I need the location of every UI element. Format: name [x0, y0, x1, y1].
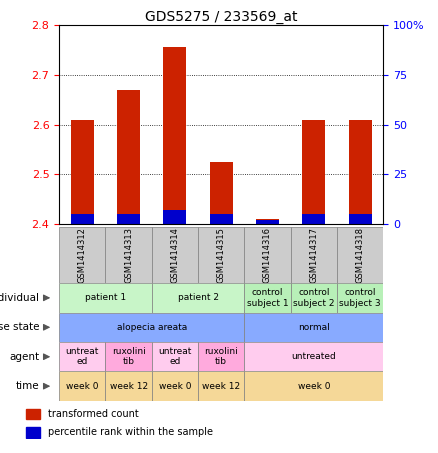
- Bar: [302, 120, 325, 224]
- Bar: [59, 342, 106, 371]
- Text: transformed count: transformed count: [48, 409, 138, 419]
- Text: week 12: week 12: [202, 382, 240, 390]
- Text: ruxolini
tib: ruxolini tib: [204, 347, 238, 366]
- Bar: [163, 210, 187, 224]
- Text: ruxolini
tib: ruxolini tib: [112, 347, 145, 366]
- Bar: [59, 313, 244, 342]
- Text: GSM1414313: GSM1414313: [124, 227, 133, 283]
- Text: untreat
ed: untreat ed: [66, 347, 99, 366]
- Bar: [59, 283, 152, 313]
- Text: GSM1414317: GSM1414317: [309, 227, 318, 283]
- Bar: [152, 371, 198, 401]
- Bar: [256, 219, 279, 224]
- Text: week 0: week 0: [297, 382, 330, 390]
- Bar: [198, 226, 244, 283]
- Text: percentile rank within the sample: percentile rank within the sample: [48, 427, 212, 437]
- Bar: [26, 427, 39, 438]
- Text: individual: individual: [0, 293, 39, 303]
- Text: GSM1414312: GSM1414312: [78, 227, 87, 283]
- Bar: [244, 313, 383, 342]
- Text: GSM1414315: GSM1414315: [217, 227, 226, 283]
- Bar: [106, 226, 152, 283]
- Text: GSM1414314: GSM1414314: [170, 227, 180, 283]
- Bar: [210, 214, 233, 224]
- Text: patient 2: patient 2: [177, 294, 219, 302]
- Bar: [337, 283, 383, 313]
- Bar: [302, 214, 325, 224]
- Text: week 0: week 0: [159, 382, 191, 390]
- Text: week 0: week 0: [66, 382, 99, 390]
- Bar: [244, 226, 291, 283]
- Text: patient 1: patient 1: [85, 294, 126, 302]
- Text: normal: normal: [298, 323, 330, 332]
- Bar: [26, 409, 39, 419]
- Text: untreated: untreated: [291, 352, 336, 361]
- Bar: [117, 214, 140, 224]
- Bar: [256, 220, 279, 224]
- Text: GSM1414318: GSM1414318: [356, 227, 364, 283]
- Text: disease state: disease state: [0, 322, 39, 333]
- Bar: [291, 226, 337, 283]
- Text: alopecia areata: alopecia areata: [117, 323, 187, 332]
- Bar: [198, 371, 244, 401]
- Bar: [198, 342, 244, 371]
- Bar: [152, 342, 198, 371]
- Text: control
subject 2: control subject 2: [293, 288, 335, 308]
- Bar: [349, 120, 372, 224]
- Bar: [71, 214, 94, 224]
- Text: control
subject 1: control subject 1: [247, 288, 288, 308]
- Bar: [291, 283, 337, 313]
- Bar: [210, 162, 233, 224]
- Text: GSM1414316: GSM1414316: [263, 227, 272, 283]
- Bar: [337, 226, 383, 283]
- Bar: [244, 371, 383, 401]
- Bar: [349, 214, 372, 224]
- Bar: [244, 283, 291, 313]
- Bar: [106, 371, 152, 401]
- Bar: [152, 226, 198, 283]
- Bar: [59, 371, 106, 401]
- Bar: [59, 226, 106, 283]
- Bar: [152, 283, 244, 313]
- Text: time: time: [16, 381, 39, 391]
- Text: agent: agent: [9, 352, 39, 362]
- Text: untreat
ed: untreat ed: [158, 347, 191, 366]
- Text: control
subject 3: control subject 3: [339, 288, 381, 308]
- Title: GDS5275 / 233569_at: GDS5275 / 233569_at: [145, 10, 297, 24]
- Bar: [71, 120, 94, 224]
- Bar: [106, 342, 152, 371]
- Bar: [163, 48, 187, 224]
- Bar: [117, 90, 140, 224]
- Text: week 12: week 12: [110, 382, 148, 390]
- Bar: [244, 342, 383, 371]
